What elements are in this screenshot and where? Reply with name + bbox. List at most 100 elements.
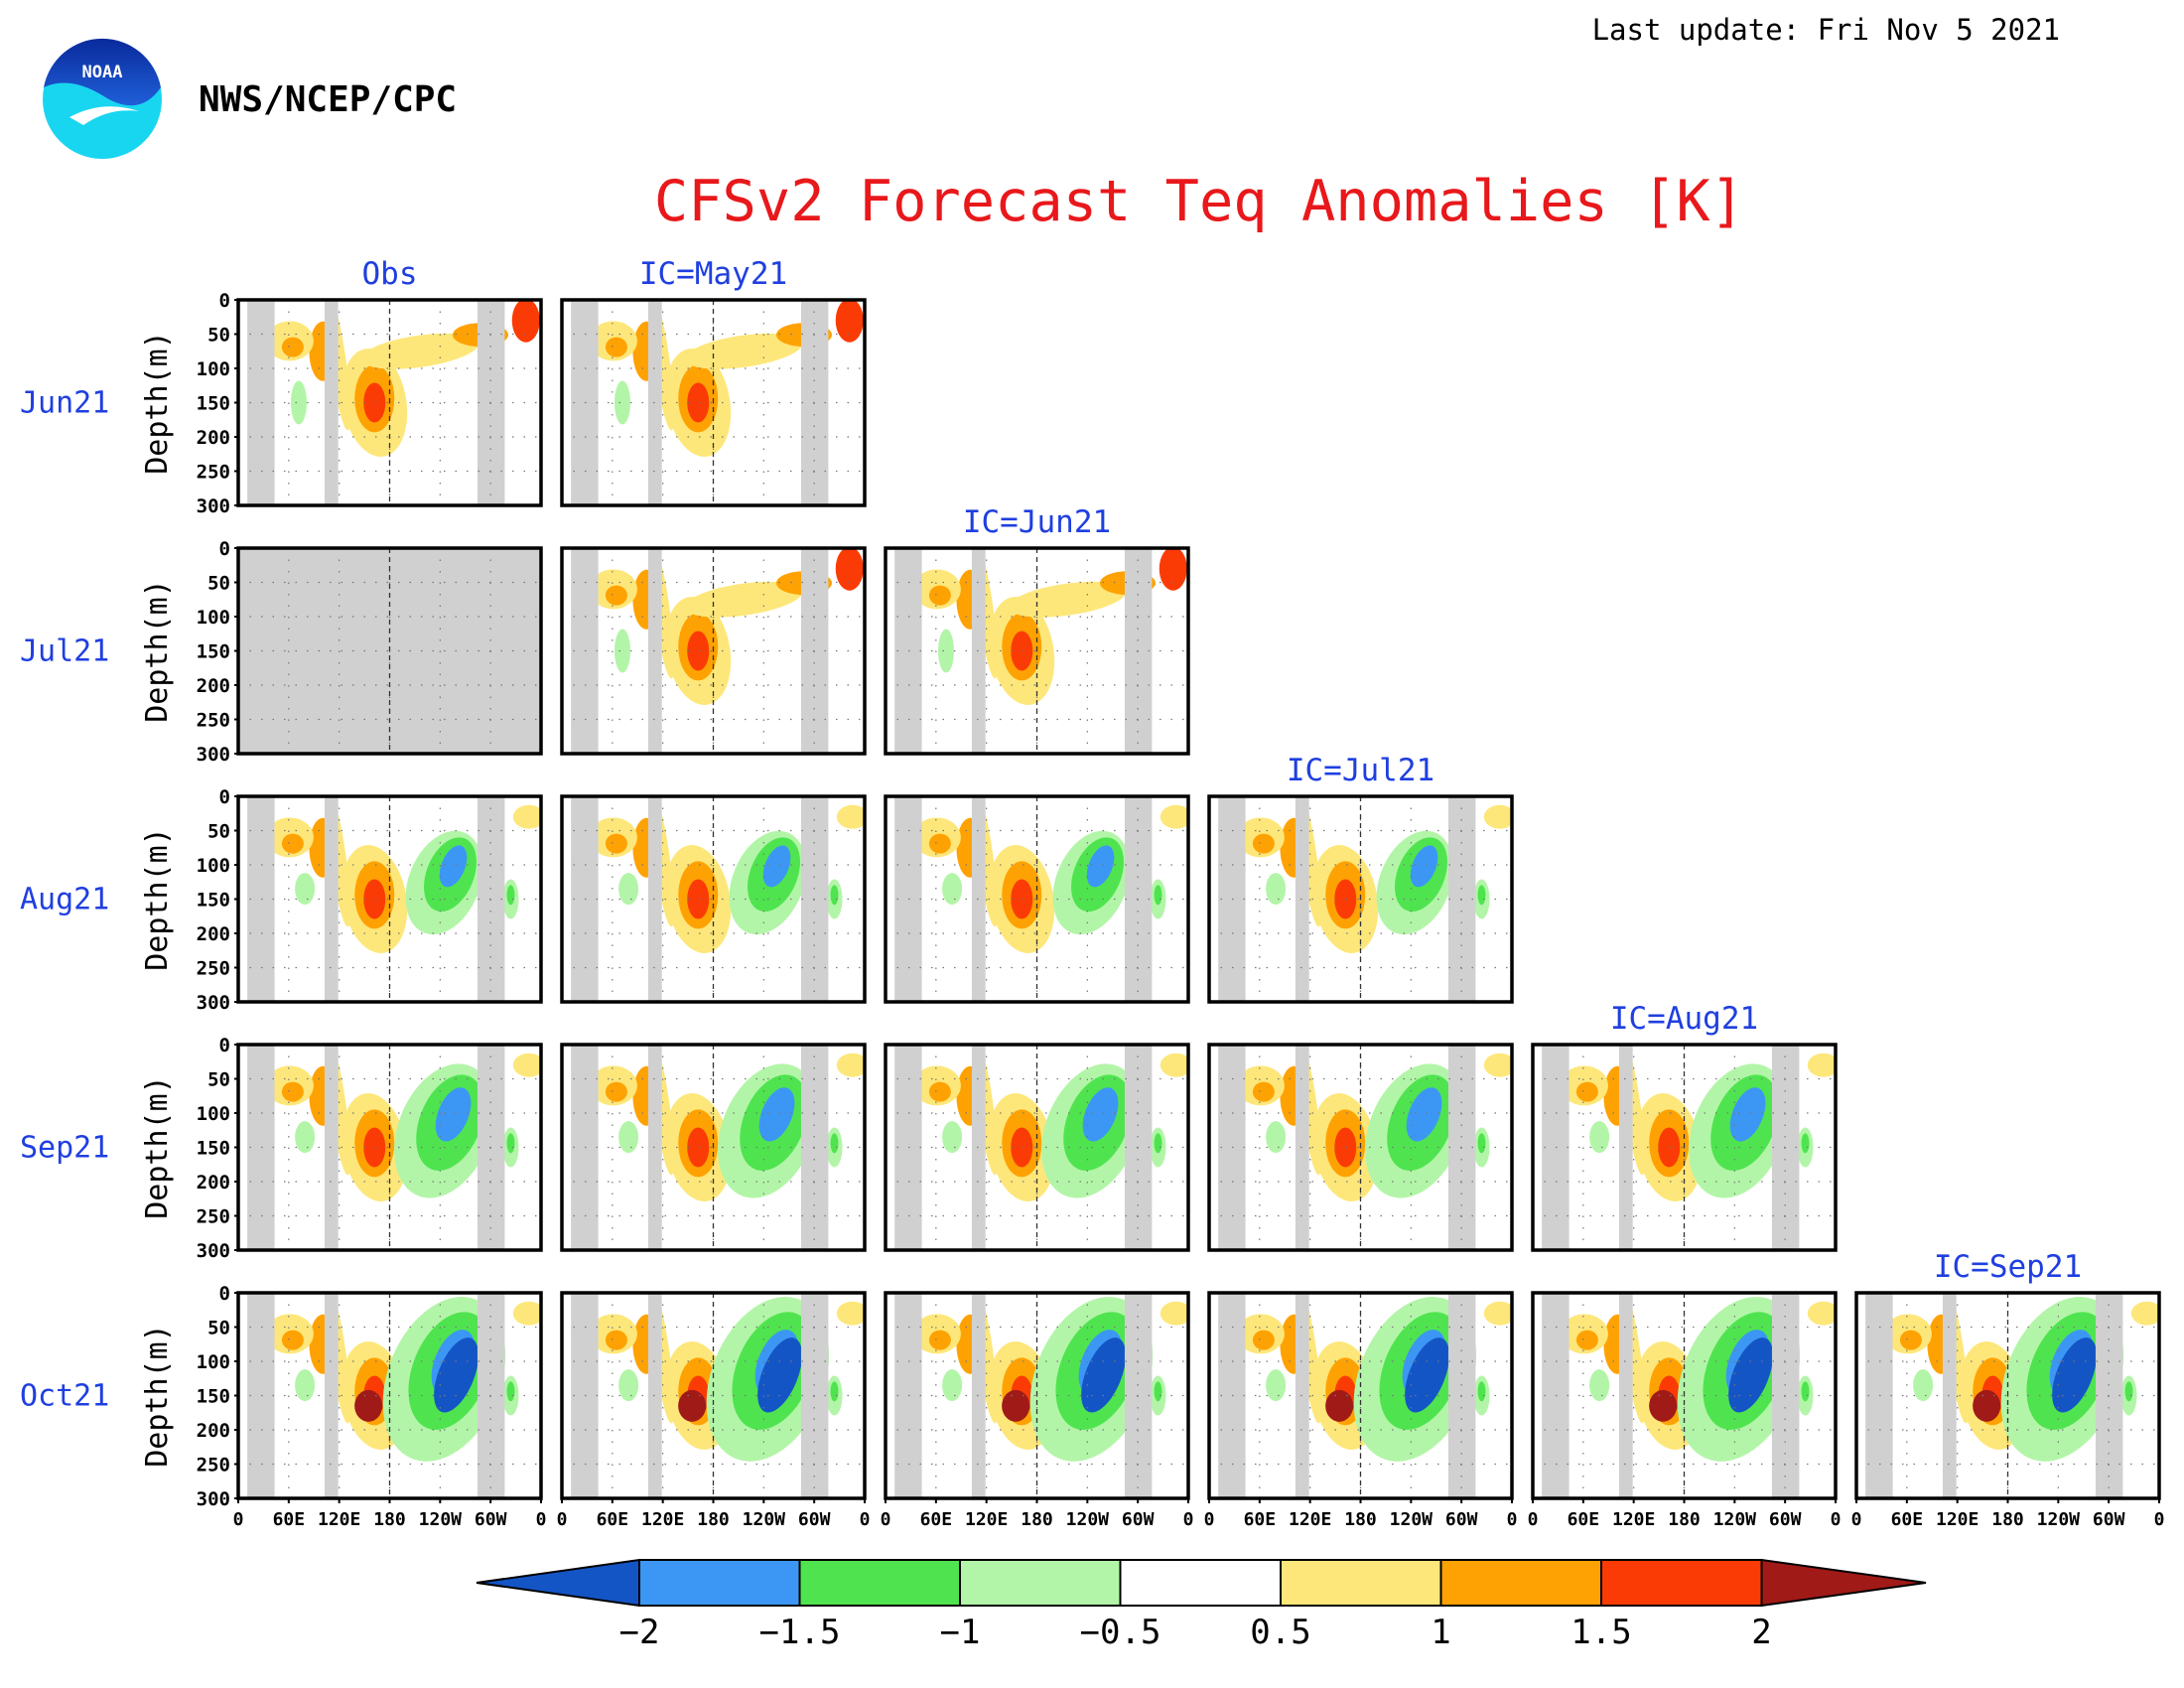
land-mask xyxy=(1618,1045,1633,1250)
land-mask xyxy=(894,1045,922,1250)
panel-frame xyxy=(884,794,1190,1004)
x-tick-label: 180 xyxy=(1344,1509,1377,1530)
cool-anomaly xyxy=(1154,1133,1162,1154)
land-mask xyxy=(324,1293,339,1498)
land-mask xyxy=(571,1293,599,1498)
land-mask xyxy=(324,796,339,1002)
y-tick-label: 250 xyxy=(197,710,230,732)
cool-anomaly xyxy=(295,1121,316,1154)
noaa-logo-bird-icon xyxy=(69,106,139,125)
panel-Aug21-IC=Jun21 xyxy=(884,794,1190,1004)
panel-Oct21-IC=Aug21: 0 60E 120E 180 120W 60W 0 xyxy=(1528,1291,1841,1530)
warm-anomaly xyxy=(605,1330,627,1350)
x-tick-label: 60E xyxy=(1244,1509,1277,1530)
y-tick-label: 300 xyxy=(197,1488,230,1510)
x-tick-label: 180 xyxy=(697,1509,730,1530)
y-tick-label: 50 xyxy=(207,1318,230,1339)
land-mask xyxy=(324,300,339,505)
panel-frame xyxy=(560,1043,867,1252)
land-mask xyxy=(894,796,922,1002)
x-tick-label: 60E xyxy=(1891,1509,1924,1530)
colorbar-tick-label: −0.5 xyxy=(1080,1613,1161,1652)
colorbar-segment xyxy=(1119,1559,1282,1607)
noaa-logo-sky xyxy=(44,38,161,106)
x-tick-label: 0 xyxy=(1851,1509,1862,1530)
cool-anomaly xyxy=(1086,845,1115,888)
panel-field xyxy=(238,548,541,754)
y-tick-label: 200 xyxy=(197,1172,230,1194)
cool-anomaly xyxy=(1405,1337,1450,1413)
panel-Oct21-Obs: 0 50 100 150 200 250 300 Depth(m) 0 60E 120E 180 120… xyxy=(140,1283,546,1530)
cool-anomaly xyxy=(830,885,839,906)
y-tick-label: 150 xyxy=(197,641,230,663)
y-tick-label: 0 xyxy=(219,1035,230,1056)
colorbar-tick-label: 1 xyxy=(1431,1613,1450,1652)
colorbar-extend-low xyxy=(476,1558,640,1608)
y-tick-label: 100 xyxy=(197,1351,230,1373)
row-label: Jun21 xyxy=(20,386,109,421)
panel-frame xyxy=(560,298,867,507)
warm-anomaly xyxy=(1899,1330,1922,1350)
land-mask xyxy=(971,796,986,1002)
row-labels: Jun21 Jul21 Aug21 Sep21 Oct21 xyxy=(20,386,109,1414)
land-mask xyxy=(571,300,599,505)
y-axis-label: Depth(m) xyxy=(140,1075,175,1219)
land-mask xyxy=(247,300,275,505)
cool-anomaly xyxy=(1406,1087,1442,1142)
y-tick-label: 250 xyxy=(197,958,230,980)
cool-anomaly xyxy=(1728,1337,1774,1413)
last-update: Last update: Fri Nov 5 2021 xyxy=(1592,13,2060,47)
panel-Aug21-IC=Jul21 xyxy=(1207,794,1514,1004)
panel-field xyxy=(1856,1293,2159,1498)
land-mask xyxy=(571,1045,599,1250)
panel-frame xyxy=(1207,1043,1514,1252)
panel-field xyxy=(562,1045,865,1250)
land-mask xyxy=(647,796,662,1002)
warm-anomaly xyxy=(928,1081,951,1102)
cool-anomaly xyxy=(506,1381,515,1402)
warm-anomaly xyxy=(363,879,386,919)
panel-Sep21-IC=May21 xyxy=(560,1043,867,1252)
x-tick-label: 60W xyxy=(1122,1509,1155,1530)
panel-frame xyxy=(884,1043,1190,1252)
chart-title: CFSv2 Forecast Teq Anomalies [K] xyxy=(654,169,1744,234)
column-label: IC=Jun21 xyxy=(963,504,1111,540)
panel-field xyxy=(886,548,1188,754)
column-label: IC=Sep21 xyxy=(1934,1249,2082,1285)
noaa-logo: NOAA xyxy=(43,38,162,159)
cool-anomaly xyxy=(618,1121,639,1154)
warm-anomaly xyxy=(605,1081,627,1102)
x-tick-label: 120W xyxy=(1713,1509,1757,1530)
panel-field xyxy=(238,796,541,1002)
x-tick-label: 120E xyxy=(965,1509,1008,1530)
y-axis-label: Depth(m) xyxy=(140,827,175,971)
colorbar: −2 −1.5 −1 −0.5 0.5 1 1.5 2 xyxy=(476,1558,1927,1652)
land-mask xyxy=(1542,1045,1570,1250)
panel-field xyxy=(886,1293,1188,1498)
y-axis-label: Depth(m) xyxy=(140,1324,175,1468)
panel-Aug21-IC=May21 xyxy=(560,794,867,1004)
y-tick-label: 150 xyxy=(197,393,230,415)
warm-anomaly xyxy=(1483,804,1512,829)
cool-anomaly xyxy=(830,1133,839,1154)
y-tick-label: 250 xyxy=(197,1455,230,1477)
cool-anomaly xyxy=(614,380,630,425)
x-tick-label: 0 xyxy=(881,1509,891,1530)
x-tick-label: 120W xyxy=(419,1509,463,1530)
warm-anomaly xyxy=(1483,1053,1512,1077)
x-tick-label: 180 xyxy=(1668,1509,1701,1530)
warm-anomaly xyxy=(605,833,627,854)
panel-field xyxy=(886,1045,1188,1250)
cool-anomaly xyxy=(758,1087,795,1142)
warm-anomaly xyxy=(281,1081,304,1102)
x-tick-label: 60W xyxy=(798,1509,831,1530)
warm-anomaly xyxy=(512,804,541,829)
x-tick-label: 180 xyxy=(1021,1509,1053,1530)
panel-field xyxy=(1209,796,1512,1002)
panel-field xyxy=(886,796,1188,1002)
y-tick-label: 0 xyxy=(219,1283,230,1305)
land-mask xyxy=(1542,1293,1570,1498)
warm-anomaly xyxy=(836,804,865,829)
warm-anomaly xyxy=(1252,833,1275,854)
